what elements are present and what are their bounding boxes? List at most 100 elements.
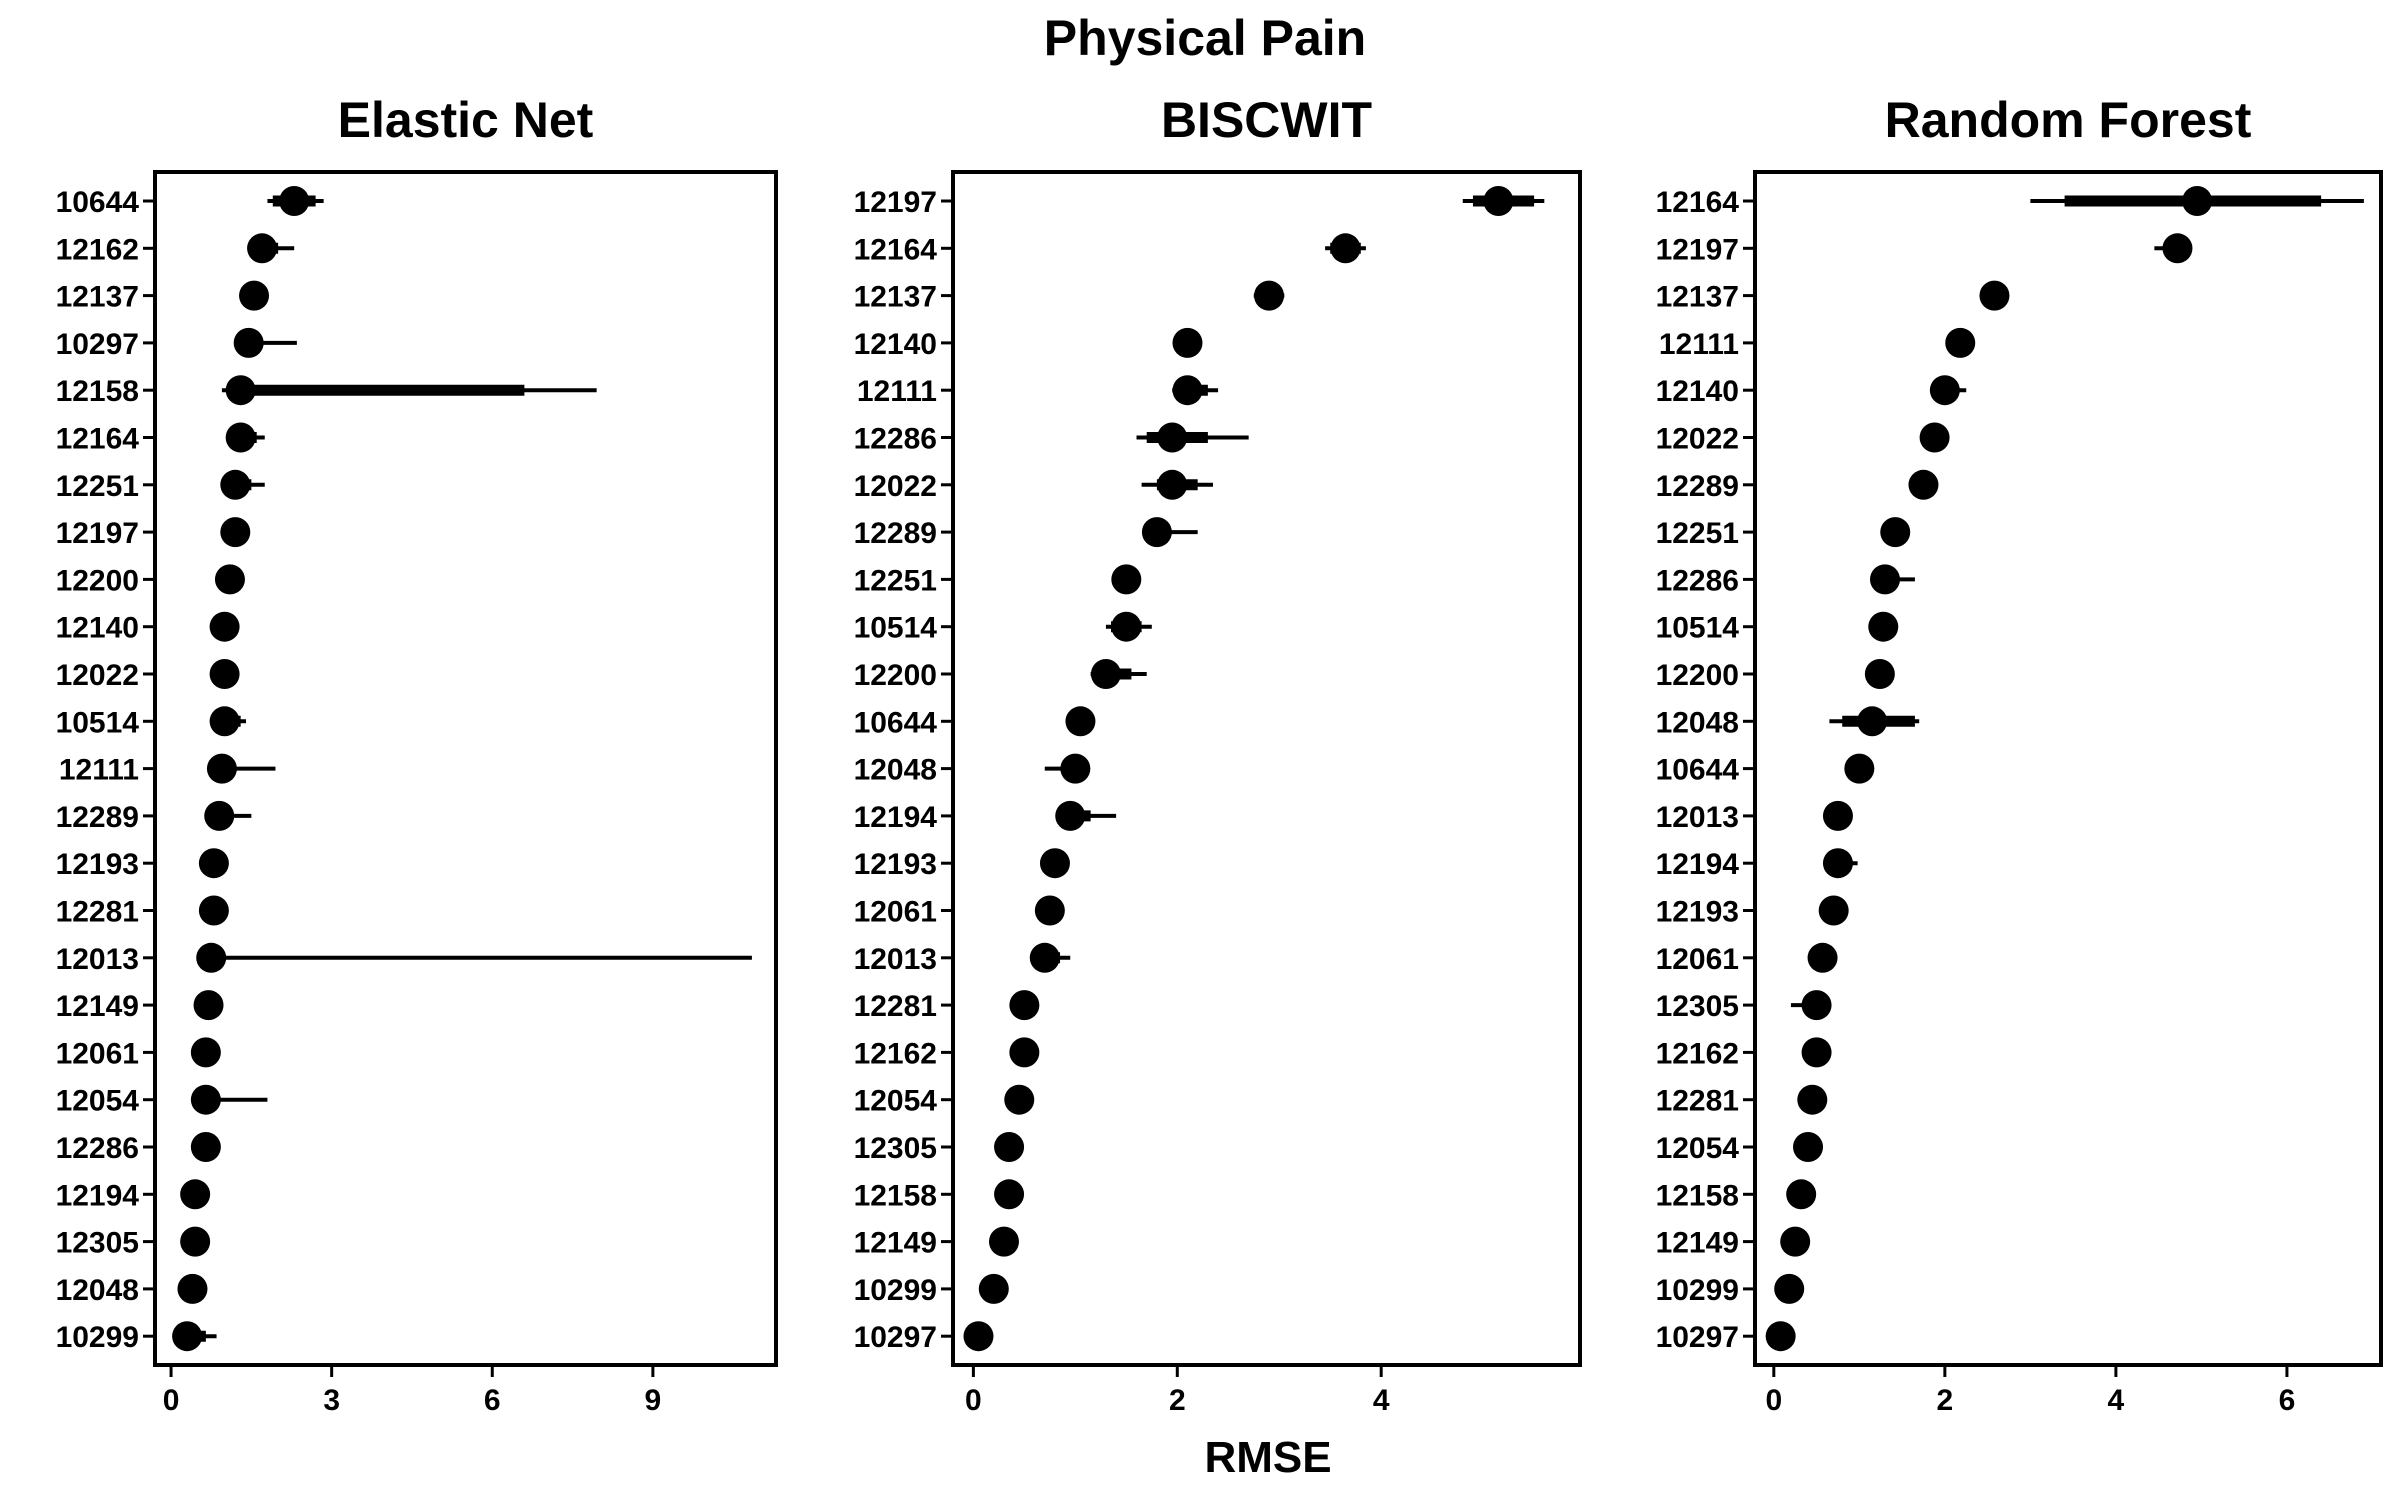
- x-tick-label: 2: [1937, 1384, 1954, 1417]
- category-label: 12251: [854, 564, 937, 597]
- point-estimate: [1157, 422, 1188, 453]
- point-estimate: [978, 1273, 1009, 1304]
- point-estimate: [1090, 659, 1121, 689]
- point-estimate: [1774, 1273, 1805, 1304]
- category-label: 12281: [56, 896, 139, 929]
- category-label: 12140: [56, 612, 139, 645]
- category-label: 12194: [1656, 848, 1740, 881]
- point-estimate: [1822, 800, 1853, 831]
- category-label: 12137: [56, 281, 139, 314]
- category-label: 12054: [1656, 1132, 1740, 1165]
- panel-2: BISCWIT 0 2 4 12197 12164 12137 12140 12111 12286…: [854, 92, 1582, 1417]
- x-tick-label: 9: [645, 1384, 662, 1417]
- category-label: 10514: [1656, 612, 1740, 645]
- category-label: 12197: [854, 186, 937, 219]
- category-label: 12061: [854, 896, 937, 929]
- point-estimate: [1801, 990, 1832, 1021]
- category-label: 12200: [1656, 659, 1739, 692]
- x-tick-label: 3: [323, 1384, 340, 1417]
- point-estimate: [1055, 800, 1086, 831]
- point-estimate: [1039, 848, 1070, 879]
- category-label: 12149: [854, 1227, 937, 1260]
- point-estimate: [1797, 1084, 1828, 1115]
- category-label: 12289: [1656, 470, 1739, 503]
- category-label: 12013: [854, 943, 937, 976]
- category-label: 10514: [56, 706, 140, 739]
- point-estimate: [172, 1321, 203, 1352]
- point-estimate: [214, 564, 245, 595]
- point-estimate: [1880, 517, 1911, 548]
- x-tick-label: 0: [1765, 1384, 1782, 1417]
- panel-title: Elastic Net: [338, 92, 594, 148]
- category-label: 10514: [854, 612, 938, 645]
- point-estimate: [1034, 895, 1065, 926]
- point-estimate: [180, 1226, 211, 1257]
- x-tick-label: 0: [163, 1384, 180, 1417]
- point-estimate: [209, 611, 240, 642]
- point-estimate: [1945, 327, 1976, 358]
- category-label: 12197: [1656, 233, 1739, 266]
- panel-3: Random Forest 0 2 4 6 12164 12197 12137 12111 121…: [1656, 92, 2383, 1417]
- category-label: 10644: [56, 186, 140, 219]
- category-label: 12022: [1656, 423, 1739, 456]
- point-estimate: [196, 942, 227, 973]
- point-estimate: [204, 800, 235, 831]
- point-estimate: [1864, 659, 1895, 689]
- point-estimate: [1765, 1321, 1796, 1352]
- point-estimate: [1157, 469, 1188, 500]
- point-estimate: [1111, 564, 1142, 595]
- category-label: 12289: [854, 517, 937, 550]
- x-tick-label: 6: [484, 1384, 501, 1417]
- category-label: 12194: [56, 1179, 140, 1212]
- category-label: 12162: [854, 1037, 937, 1070]
- panel-1: Elastic Net 0 3 6 9 10644 12162 12137 10297 12158…: [56, 92, 778, 1417]
- point-estimate: [209, 706, 240, 737]
- point-estimate: [1009, 990, 1040, 1021]
- category-label: 10299: [1656, 1274, 1739, 1307]
- point-estimate: [190, 1037, 221, 1068]
- point-estimate: [190, 1084, 221, 1115]
- category-label: 12193: [854, 848, 937, 881]
- category-label: 12048: [56, 1274, 139, 1307]
- point-estimate: [198, 848, 229, 879]
- point-estimate: [180, 1179, 211, 1210]
- category-label: 12194: [854, 801, 938, 834]
- category-label: 12193: [56, 848, 139, 881]
- point-estimate: [233, 327, 264, 358]
- x-tick-label: 0: [965, 1384, 982, 1417]
- category-label: 12200: [56, 564, 139, 597]
- category-label: 12251: [56, 470, 139, 503]
- point-estimate: [177, 1273, 208, 1304]
- category-label: 12286: [854, 423, 937, 456]
- point-estimate: [963, 1321, 994, 1352]
- point-estimate: [1065, 706, 1096, 737]
- category-label: 12048: [854, 754, 937, 787]
- category-label: 12158: [56, 375, 139, 408]
- category-label: 12281: [854, 990, 937, 1023]
- category-label: 12286: [1656, 564, 1739, 597]
- category-label: 12137: [854, 281, 937, 314]
- point-estimate: [1029, 942, 1060, 973]
- category-label: 12158: [854, 1179, 937, 1212]
- category-label: 12193: [1656, 896, 1739, 929]
- category-label: 12149: [1656, 1227, 1739, 1260]
- point-estimate: [1141, 517, 1172, 548]
- category-label: 12048: [1656, 706, 1739, 739]
- point-estimate: [190, 1132, 221, 1162]
- category-label: 12111: [857, 375, 937, 408]
- category-label: 10299: [56, 1321, 139, 1354]
- category-label: 12289: [56, 801, 139, 834]
- category-label: 12164: [1656, 186, 1740, 219]
- point-estimate: [1908, 469, 1939, 500]
- point-estimate: [1793, 1132, 1824, 1162]
- point-estimate: [2182, 186, 2213, 216]
- point-estimate: [1919, 422, 1950, 453]
- point-estimate: [225, 375, 256, 406]
- point-estimate: [198, 895, 229, 926]
- x-tick-label: 4: [2108, 1384, 2125, 1417]
- category-label: 12061: [1656, 943, 1739, 976]
- point-estimate: [1780, 1226, 1811, 1257]
- point-estimate: [1009, 1037, 1040, 1068]
